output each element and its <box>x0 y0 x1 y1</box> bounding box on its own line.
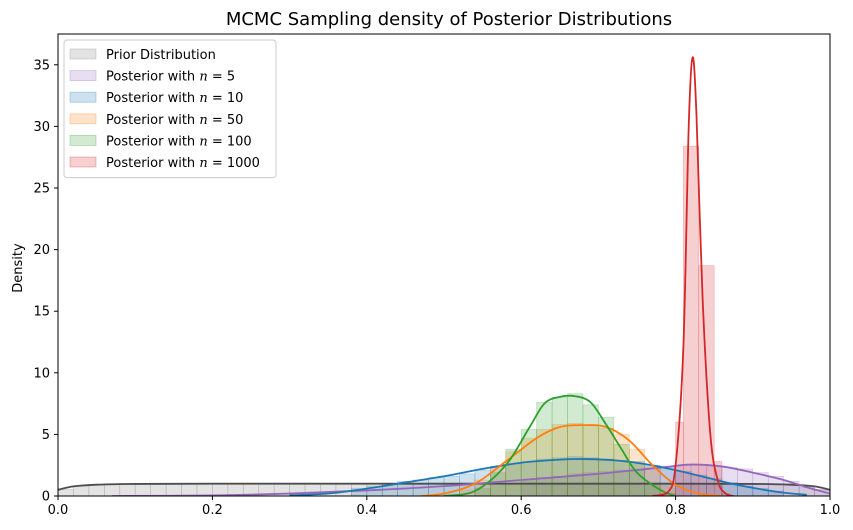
hist-bar <box>351 488 368 496</box>
legend-entry-5: Posterior with n = 1000 <box>69 156 260 171</box>
legend-swatch <box>69 134 97 146</box>
hist-bar <box>613 443 630 496</box>
legend-swatch <box>69 70 97 81</box>
legend-entry-3: Posterior with n = 50 <box>69 113 243 128</box>
hist-bar <box>196 483 213 496</box>
chart-title: MCMC Sampling density of Posterior Distr… <box>226 9 672 30</box>
hist-bar <box>104 483 121 496</box>
legend-swatch <box>69 91 97 103</box>
kde-line-2 <box>289 458 807 496</box>
legend-label: Posterior with n = 100 <box>106 134 252 149</box>
hist-bar <box>119 483 136 496</box>
legend-label: Posterior with n = 5 <box>106 70 235 85</box>
x-tick-label: 0.0 <box>48 503 69 518</box>
hist-bar <box>567 393 584 496</box>
y-tick-label: 10 <box>33 366 50 381</box>
y-tick-label: 15 <box>33 305 50 320</box>
legend-swatch <box>69 113 97 125</box>
hist-bar <box>165 483 182 496</box>
hist-bar <box>536 402 553 496</box>
axes-frame <box>57 33 831 497</box>
legend-entry-0: Prior Distribution <box>69 48 216 63</box>
legend-label: Prior Distribution <box>106 48 216 63</box>
hist-bar <box>551 397 568 496</box>
hist-bar <box>134 483 151 496</box>
kde-line-3 <box>420 424 723 496</box>
kde-line-1 <box>112 463 830 496</box>
y-tick-label: 25 <box>33 182 50 197</box>
hist-bar <box>520 437 537 496</box>
y-tick-label: 35 <box>33 58 50 73</box>
hist-bar <box>181 483 198 496</box>
x-tick-label: 0.2 <box>202 503 223 518</box>
hist-bar <box>567 473 584 496</box>
hist-bar <box>582 457 599 496</box>
hist-bar <box>58 488 74 496</box>
hist-bar <box>212 483 229 496</box>
y-tick-label: 5 <box>42 428 50 443</box>
legend-label: Posterior with n = 50 <box>106 113 243 128</box>
legend: Prior Distribution Posterior with n = 5 Po… <box>63 39 277 179</box>
legend-label: Posterior with n = 10 <box>106 91 243 106</box>
x-tick-label: 0.8 <box>665 503 686 518</box>
plot-area <box>58 56 830 496</box>
legend-label: Posterior with n = 1000 <box>106 156 260 171</box>
hist-bar <box>150 483 167 496</box>
hist-bar <box>598 416 615 496</box>
y-tick-label: 30 <box>33 120 50 135</box>
y-axis-label: Density <box>11 243 26 293</box>
x-tick-label: 0.4 <box>356 503 377 518</box>
legend-swatch <box>69 156 97 168</box>
hist-bar <box>474 488 491 496</box>
axes: 0.0 0.2 0.4 0.6 0.8 1.0 0 5 10 15 20 25 30 35 <box>33 33 841 518</box>
legend-entry-2: Posterior with n = 10 <box>69 91 243 106</box>
kde-line-5 <box>652 56 734 496</box>
legend-entry-4: Posterior with n = 100 <box>69 134 252 149</box>
hist-bar <box>335 483 352 496</box>
y-tick-label: 0 <box>42 490 50 505</box>
legend-box <box>63 39 277 179</box>
x-tick-label: 0.6 <box>511 503 532 518</box>
histogram-5 <box>659 145 730 496</box>
legend-entry-1: Posterior with n = 5 <box>69 70 235 85</box>
plot-inner <box>58 56 830 496</box>
hist-bar <box>88 483 105 496</box>
histogram-1 <box>520 464 830 496</box>
hist-bar <box>73 485 90 496</box>
kde-line-4 <box>443 394 676 496</box>
y-tick-label: 20 <box>33 243 50 258</box>
legend-swatch <box>69 48 97 60</box>
x-tick-label: 1.0 <box>820 503 841 518</box>
hist-bar <box>683 145 700 496</box>
kde-line-0 <box>58 482 830 491</box>
hist-bar <box>582 404 599 496</box>
